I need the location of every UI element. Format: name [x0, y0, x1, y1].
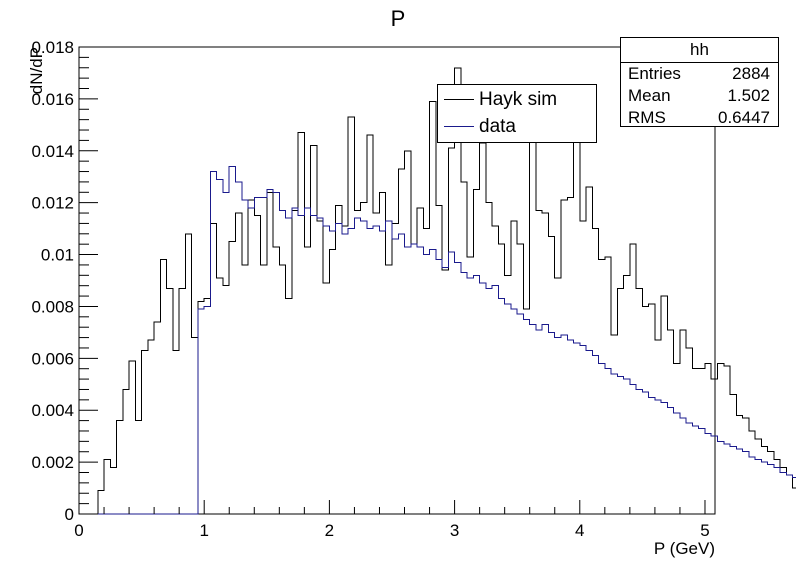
stats-mean-label: Mean [628, 86, 671, 105]
plot-frame [78, 46, 716, 515]
y-tick-label: 0.014 [31, 142, 74, 161]
y-tick-label: 0 [65, 505, 74, 524]
y-tick-label: 0.002 [31, 453, 74, 472]
stats-mean-value: 1.502 [727, 86, 770, 105]
legend: Hayk sim data [437, 84, 597, 143]
x-tick-label: 1 [199, 521, 208, 540]
x-tick-label: 4 [575, 521, 584, 540]
stats-entries-value: 2884 [732, 64, 770, 83]
legend-label-data: data [479, 116, 516, 137]
x-axis-label: P (GeV) [654, 539, 715, 558]
legend-label-hayk-sim: Hayk sim [479, 89, 558, 110]
x-tick-label: 2 [325, 521, 334, 540]
y-tick-label: 0.004 [31, 401, 74, 420]
histogram-series-1 [79, 165, 796, 515]
stats-entries-row: Entries 2884 [621, 63, 778, 85]
x-tick-label: 0 [74, 521, 83, 540]
stats-rms-row: RMS 0.6447 [621, 107, 778, 129]
y-tick-label: 0.008 [31, 297, 74, 316]
stats-rms-value: 0.6447 [718, 108, 770, 127]
stats-box: hh Entries 2884 Mean 1.502 RMS 0.6447 [620, 37, 779, 127]
x-tick-label: 5 [700, 521, 709, 540]
legend-swatch-data [444, 126, 474, 127]
stats-rms-label: RMS [628, 108, 666, 127]
y-tick-label: 0.016 [31, 90, 74, 109]
chart-title: P [390, 6, 406, 31]
legend-entry-data: data [438, 114, 596, 140]
legend-entry-hayk-sim: Hayk sim [438, 87, 596, 113]
y-axis-label: dN/dP [27, 47, 46, 94]
stats-title: hh [621, 38, 778, 63]
y-tick-label: 0.018 [31, 38, 74, 57]
stats-mean-row: Mean 1.502 [621, 85, 778, 107]
y-tick-label: 0.01 [41, 246, 74, 265]
x-tick-label: 3 [450, 521, 459, 540]
stats-entries-label: Entries [628, 64, 681, 83]
y-tick-label: 0.006 [31, 349, 74, 368]
y-tick-label: 0.012 [31, 194, 74, 213]
legend-swatch-hayk-sim [444, 99, 474, 100]
